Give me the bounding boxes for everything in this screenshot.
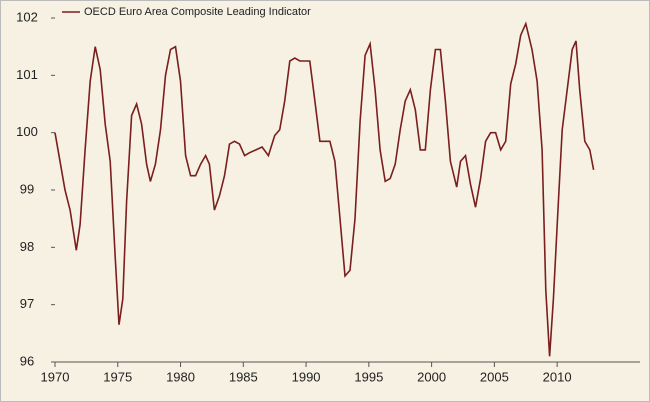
x-tick-label: 2000	[417, 369, 446, 384]
y-tick-label: 99	[20, 181, 34, 196]
x-tick-label: 2010	[543, 369, 572, 384]
y-tick-label: 98	[20, 239, 34, 254]
y-tick-label: 102	[16, 9, 38, 24]
y-tick-label: 96	[20, 353, 34, 368]
x-tick-label: 1985	[229, 369, 258, 384]
x-tick-label: 1970	[41, 369, 70, 384]
y-tick-label: 97	[20, 296, 34, 311]
x-tick-label: 1975	[103, 369, 132, 384]
x-tick-label: 1995	[354, 369, 383, 384]
y-tick-label: 101	[16, 67, 38, 82]
series-line	[54, 21, 595, 357]
x-tick-label: 1990	[292, 369, 321, 384]
x-tick-label: 1980	[166, 369, 195, 384]
y-tick-label: 100	[16, 124, 38, 139]
x-tick-label: 2005	[480, 369, 509, 384]
legend-label: OECD Euro Area Composite Leading Indicat…	[84, 6, 311, 18]
